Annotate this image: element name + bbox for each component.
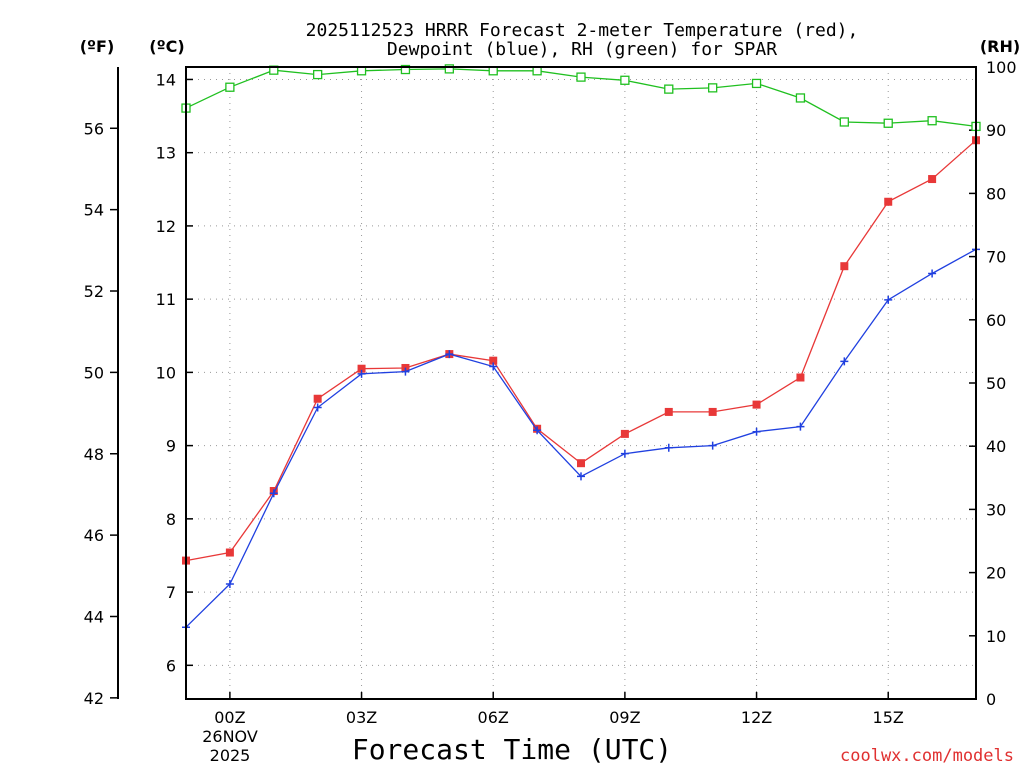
rh-point: [708, 83, 718, 93]
rh-point: [576, 72, 586, 82]
fahrenheit-tick-label: 56: [84, 119, 104, 138]
rh-tick-label: 0: [986, 690, 996, 709]
rh-tick-label: 70: [986, 248, 1006, 267]
celsius-unit-label: (ºC): [149, 37, 184, 56]
temperature-series: [182, 136, 980, 565]
rh-series: [181, 64, 981, 132]
dewpoint-point: [489, 362, 498, 371]
rh-tick-label: 30: [986, 500, 1006, 519]
chart-title-line1: 2025112523 HRRR Forecast 2-meter Tempera…: [306, 20, 859, 41]
dewpoint-line: [185, 248, 977, 628]
date-label-day: 26NOV: [202, 727, 258, 746]
celsius-tick-label: 7: [166, 583, 176, 602]
rh-unit-label: (RH): [980, 37, 1020, 56]
grid-lines: [186, 67, 976, 699]
rh-point: [751, 78, 762, 89]
fahrenheit-tick-label: 46: [84, 526, 104, 545]
rh-tick-label: 60: [986, 311, 1006, 330]
rh-point: [620, 75, 630, 85]
plot-frame: [185, 66, 977, 700]
time-axis: 00Z 03Z 06Z 09Z 12Z 15Z: [214, 692, 904, 727]
dewpoint-point: [752, 427, 761, 436]
rh-point: [225, 82, 235, 92]
fahrenheit-axis: 42 44 46 48 50 52 54 56: [84, 67, 119, 708]
rh-tick-label: 80: [986, 184, 1006, 203]
temperature-point: [664, 407, 673, 416]
dewpoint-point: [840, 357, 849, 366]
celsius-tick-label: 9: [166, 437, 176, 456]
date-label-year: 2025: [210, 746, 251, 765]
time-tick-label: 12Z: [741, 708, 772, 727]
rh-point: [444, 64, 454, 74]
celsius-tick-label: 10: [156, 363, 176, 382]
dewpoint-point: [664, 443, 673, 452]
dewpoint-point: [884, 295, 893, 304]
rh-point: [664, 84, 674, 94]
dewpoint-point: [401, 367, 410, 376]
rh-tick-label: 20: [986, 564, 1006, 583]
time-tick-label: 06Z: [478, 708, 509, 727]
temperature-point: [708, 407, 717, 416]
temperature-point: [225, 548, 234, 557]
fahrenheit-tick-label: 48: [84, 445, 104, 464]
rh-tick-label: 10: [986, 627, 1006, 646]
temperature-point: [796, 373, 805, 382]
rh-tick-label: 90: [986, 121, 1006, 140]
dewpoint-point: [313, 403, 322, 412]
time-tick-label: 15Z: [873, 708, 904, 727]
rh-point: [313, 69, 323, 80]
celsius-tick-label: 12: [156, 217, 176, 236]
dewpoint-point: [225, 580, 234, 589]
temperature-point: [928, 175, 937, 184]
time-tick-label: 09Z: [609, 708, 640, 727]
temperature-point: [577, 459, 585, 468]
temperature-line: [185, 139, 977, 562]
rh-point: [927, 116, 937, 126]
fahrenheit-tick-label: 52: [84, 282, 104, 301]
dewpoint-point: [445, 350, 454, 359]
credit-link[interactable]: coolwx.com/models: [840, 746, 1014, 766]
time-tick-label: 03Z: [346, 708, 377, 727]
temperature-point: [884, 197, 893, 206]
temperature-point: [489, 356, 498, 365]
temperature-point: [620, 429, 629, 438]
rh-axis: 0 10 20 30 40 50 60 70 80 90 100: [969, 58, 1017, 709]
celsius-tick-label: 6: [166, 656, 176, 675]
celsius-tick-label: 11: [156, 290, 176, 309]
rh-tick-label: 100: [986, 58, 1017, 77]
dewpoint-point: [928, 269, 937, 278]
fahrenheit-unit-label: (ºF): [80, 37, 115, 56]
fahrenheit-tick-label: 42: [84, 689, 104, 708]
x-axis-title: Forecast Time (UTC): [352, 733, 672, 766]
rh-tick-label: 50: [986, 374, 1006, 393]
fahrenheit-tick-label: 44: [84, 607, 104, 626]
chart-title-line2: Dewpoint (blue), RH (green) for SPAR: [387, 39, 777, 60]
dewpoint-point: [708, 441, 717, 450]
time-tick-label: 00Z: [214, 708, 245, 727]
celsius-tick-label: 13: [156, 144, 176, 163]
dewpoint-point: [620, 449, 629, 458]
dewpoint-point: [796, 422, 805, 431]
celsius-tick-label: 8: [166, 510, 176, 529]
rh-tick-label: 40: [986, 437, 1006, 456]
dewpoint-point: [577, 472, 585, 481]
dewpoint-point: [357, 369, 366, 378]
temperature-point: [357, 364, 366, 373]
celsius-axis: 6 7 8 9 10 11 12 13 14: [156, 70, 193, 675]
celsius-tick-label: 14: [156, 70, 176, 89]
rh-point: [400, 64, 411, 75]
dewpoint-point: [269, 489, 278, 498]
temperature-point: [840, 262, 849, 271]
temperature-point: [313, 394, 322, 403]
rh-point: [883, 118, 893, 128]
temperature-point: [752, 400, 761, 409]
dewpoint-point: [533, 426, 542, 435]
rh-point: [839, 117, 849, 127]
data-series: [181, 64, 981, 632]
dewpoint-series: [182, 245, 980, 632]
fahrenheit-tick-label: 50: [84, 363, 104, 382]
rh-point: [795, 93, 806, 103]
fahrenheit-tick-label: 54: [84, 201, 104, 220]
